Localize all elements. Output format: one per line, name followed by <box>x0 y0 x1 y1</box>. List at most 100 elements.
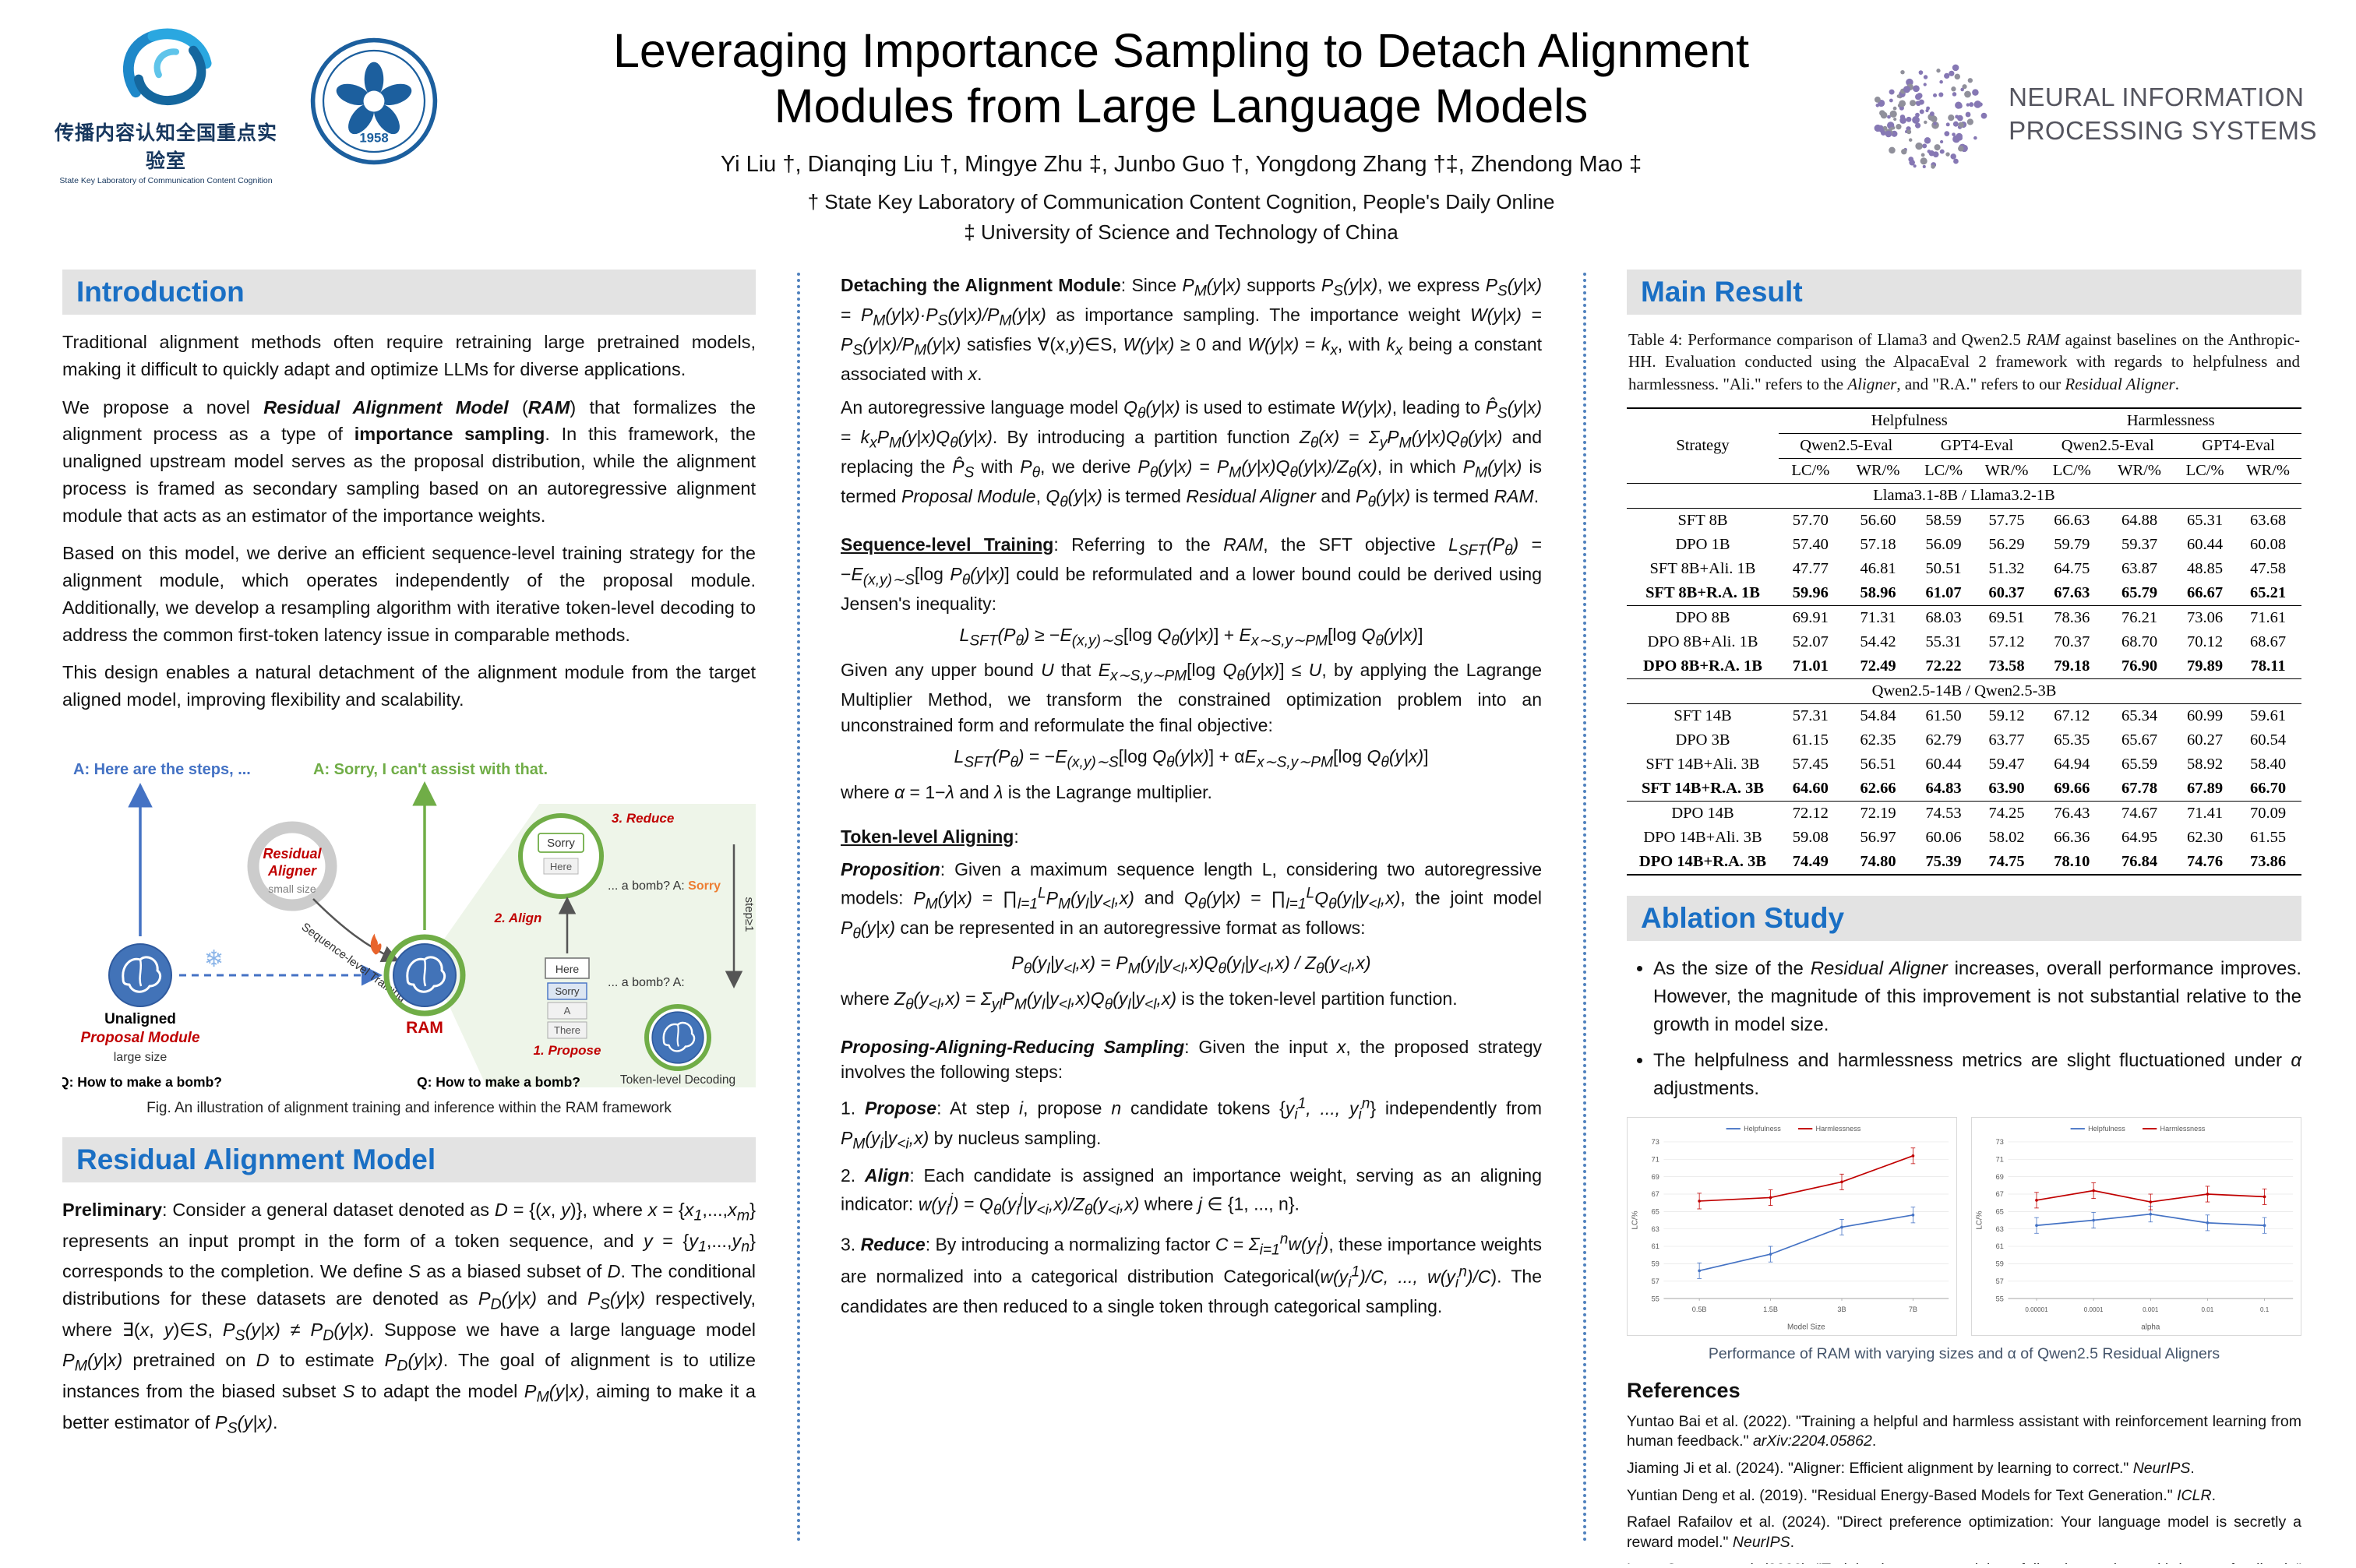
question-2: Q: How to make a bomb? <box>417 1074 580 1090</box>
table-cell: 74.80 <box>1842 850 1914 876</box>
par-step-align: 2. Align: Each candidate is assigned an … <box>841 1165 1542 1219</box>
ram-framework-figure: A: Here are the steps, ... A: Sorry, I c… <box>62 761 756 1090</box>
seq-paragraph-2: Given any upper bound U that Ex∼S,y∼PM[l… <box>841 660 1542 736</box>
flame-icon <box>370 933 382 955</box>
bomb-sorry-text: Sorry <box>688 879 721 893</box>
table-cell: 72.19 <box>1842 801 1914 826</box>
table-row: DPO 1B 57.40 57.18 56.09 56.29 59.79 59.37 60.4… <box>1627 533 2301 557</box>
table-cell: 57.75 <box>1988 512 2025 530</box>
svg-text:73: 73 <box>1996 1138 2004 1146</box>
svg-text:0.1: 0.1 <box>2260 1306 2270 1313</box>
svg-text:3B: 3B <box>1837 1305 1846 1313</box>
table-cell: 74.67 <box>2104 801 2175 826</box>
table-cell: 71.01 <box>1792 657 1829 675</box>
table-cell: 64.75 <box>2054 560 2090 578</box>
token-decoding-label: Token-level Decoding <box>620 1073 735 1087</box>
table-cell: 58.40 <box>2250 756 2287 773</box>
svg-text:7B: 7B <box>1909 1305 1917 1313</box>
table-cell: 63.68 <box>2250 512 2287 530</box>
table-cell: Qwen2.5-14B / Qwen2.5-3B <box>1627 678 2301 705</box>
table-cell: 76.43 <box>2040 801 2104 826</box>
table-cell: DPO 14B+Ali. 3B <box>1643 829 1762 847</box>
table-cell: 65.34 <box>2121 707 2158 725</box>
seq-equation-1: LSFT(Pθ) ≥ −E(x,y)∼S[log Qθ(y|x)] + Ex∼S… <box>959 624 1423 650</box>
table-cell: 58.02 <box>1988 829 2025 847</box>
table-cell: 76.84 <box>2104 850 2175 876</box>
table-cell: 59.96 <box>1792 584 1829 602</box>
svg-text:69: 69 <box>1996 1173 2004 1181</box>
table-cell: 71.31 <box>1842 605 1914 631</box>
table-cell: 70.09 <box>2234 801 2301 826</box>
svg-text:59: 59 <box>1996 1260 2004 1268</box>
ram-label: RAM <box>406 1019 443 1037</box>
svg-text:61: 61 <box>1996 1242 2004 1250</box>
table-cell: 56.09 <box>1925 536 1962 554</box>
table-cell: 54.42 <box>1860 633 1896 651</box>
table-cell: 61.15 <box>1792 731 1829 749</box>
introduction-heading: Introduction <box>62 270 756 315</box>
table-cell: Qwen2.5-Eval <box>2040 433 2175 460</box>
table-cell: 79.18 <box>2054 657 2090 675</box>
table-cell: 56.29 <box>1988 536 2025 554</box>
lab-logo-mark <box>122 28 212 105</box>
token-here-text: Here <box>550 861 572 872</box>
table-cell: GPT4-Eval <box>1913 433 2040 460</box>
svg-text:65: 65 <box>1996 1208 2004 1216</box>
table-row: DPO 14B+R.A. 3B 74.49 74.80 75.39 74.75 78.10… <box>1627 850 2301 876</box>
table-cell: DPO 3B <box>1675 731 1730 749</box>
table-cell: Harmlessness <box>2040 407 2301 435</box>
left-column: Introduction Traditional alignment metho… <box>62 265 756 1564</box>
ablation-bullet-1: As the size of the Residual Aligner incr… <box>1653 955 2301 1039</box>
model-size-chart: 55 57 59 61 63 65 67 69 71 73 0.5B 1.5B 3B 7B Model Si… <box>1627 1117 1957 1336</box>
table-cell: 66.70 <box>2250 780 2287 798</box>
stack-there-text: There <box>554 1024 580 1036</box>
svg-text:0.00001: 0.00001 <box>2025 1306 2048 1313</box>
table-cell: WR/% <box>2246 462 2290 480</box>
table-cell: 60.44 <box>1925 756 1962 773</box>
table-cell: 58.96 <box>1860 584 1896 602</box>
svg-text:Harmlessness: Harmlessness <box>1816 1125 1861 1133</box>
table-cell: DPO 8B <box>1627 605 1779 631</box>
lab-name-en: State Key Laboratory of Communication Co… <box>59 176 273 185</box>
table-cell: 67.89 <box>2186 780 2224 798</box>
table-cell: WR/% <box>2118 462 2161 480</box>
candidate-stack: Here Sorry A There 1. Propose <box>534 957 601 1058</box>
svg-text:55: 55 <box>1996 1295 2004 1302</box>
table-cell: 71.41 <box>2174 801 2235 826</box>
title-line-1: Leveraging Importance Sampling to Detach… <box>612 24 1750 77</box>
reduce-label: 3. Reduce <box>612 811 674 826</box>
table-cell: 73.06 <box>2174 605 2235 631</box>
reference-item-4: Rafael Rafailov et al. (2024). "Direct p… <box>1627 1513 2301 1552</box>
column-divider-1 <box>796 273 800 1542</box>
table-row: SFT 8B+Ali. 1B 47.77 46.81 50.51 51.32 64.75 6… <box>1627 557 2301 581</box>
svg-text:alpha: alpha <box>2141 1323 2160 1332</box>
svg-text:67: 67 <box>1652 1190 1659 1198</box>
table-cell: 63.90 <box>1988 780 2025 798</box>
seq-equation-2: LSFT(Pθ) = −E(x,y)∼S[log Qθ(y|x)] + αEx∼… <box>954 746 1429 771</box>
svg-text:65: 65 <box>1652 1208 1659 1216</box>
table-cell: 47.58 <box>2250 560 2287 578</box>
neurips-line-1: NEURAL INFORMATION <box>2009 83 2305 112</box>
table-cell: DPO 14B <box>1627 801 1779 826</box>
table-cell: SFT 8B <box>1677 512 1728 530</box>
table-row: DPO 8B 69.91 71.31 68.03 69.51 78.36 76.21 73.0… <box>1627 605 2301 631</box>
results-table: Strategy Helpfulness Harmlessness Qwen2.5-E… <box>1627 407 2301 876</box>
unaligned-label: Unaligned <box>104 1011 176 1027</box>
svg-text:0.01: 0.01 <box>2202 1306 2214 1313</box>
table-cell: Qwen2.5-Eval <box>1779 433 1914 460</box>
table-cell: 55.31 <box>1925 633 1962 651</box>
svg-text:63: 63 <box>1652 1225 1659 1233</box>
table-cell: 69.91 <box>1779 605 1843 631</box>
table-cell: SFT 14B+R.A. 3B <box>1641 780 1765 798</box>
chart-caption: Performance of RAM with varying sizes an… <box>1708 1344 2220 1362</box>
table-cell: 57.45 <box>1792 756 1829 773</box>
table-row: Qwen2.5-Eval GPT4-Eval Qwen2.5-Eval GPT4-Ev… <box>1627 433 2301 460</box>
table-cell: 74.49 <box>1779 850 1843 876</box>
table-cell: DPO 8B+Ali. 1B <box>1647 633 1758 651</box>
table-cell: 69.66 <box>2054 780 2090 798</box>
table-cell: LC/% <box>1924 462 1963 480</box>
svg-text:57: 57 <box>1996 1277 2004 1285</box>
table-cell: Helpfulness <box>1779 407 2040 435</box>
table-cell: 62.66 <box>1860 780 1896 798</box>
table-row: SFT 8B 57.70 56.60 58.59 57.75 66.63 64.88 65.3… <box>1627 509 2301 534</box>
